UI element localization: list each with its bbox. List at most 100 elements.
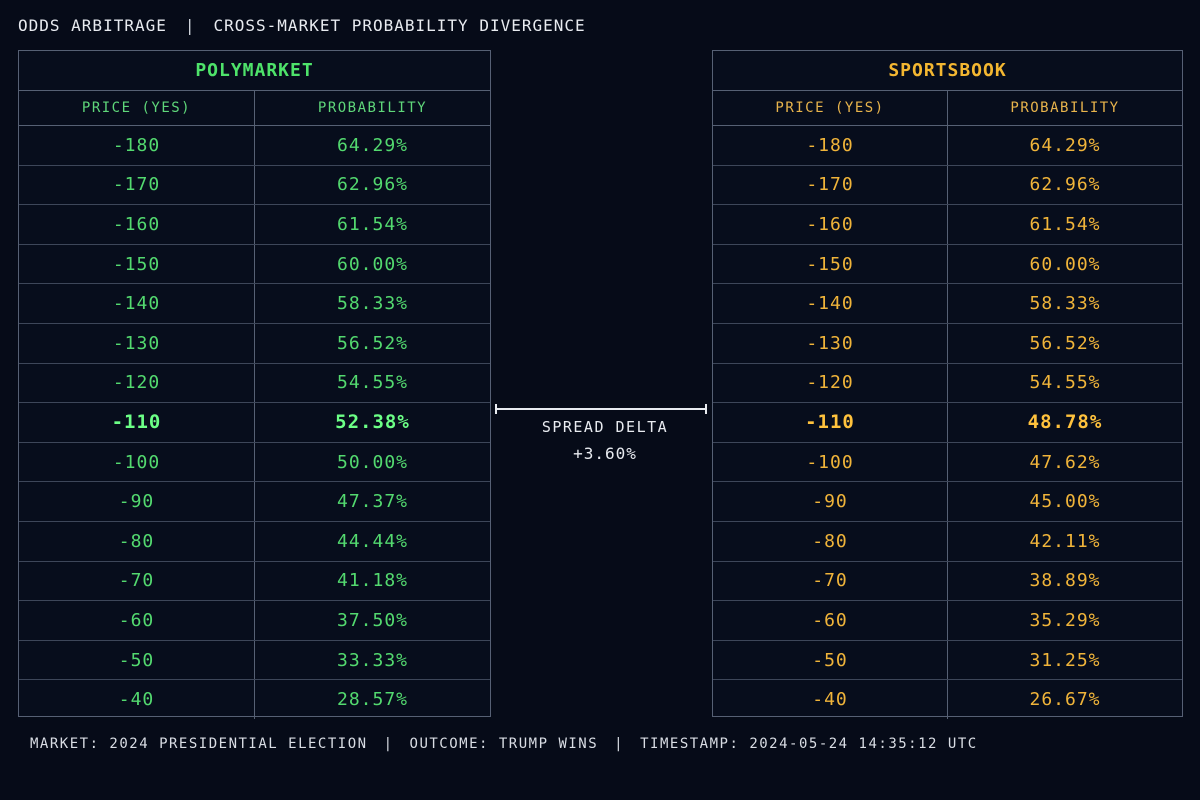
table-row: -110 48.78% <box>713 403 1182 443</box>
probability-cell: 56.52% <box>1029 332 1101 354</box>
footer-separator: | <box>614 736 625 752</box>
table-row: -150 60.00% <box>19 244 490 285</box>
table-row: -50 31.25% <box>713 640 1182 681</box>
polymarket-rows: -180 64.29% -170 62.96% -160 61.54% -150 60.00%… <box>19 126 490 719</box>
timestamp-info: TIMESTAMP: 2024-05-24 14:35:12 UTC <box>640 736 978 752</box>
table-row: -120 54.55% <box>19 363 490 404</box>
table-row: -70 38.89% <box>713 561 1182 602</box>
price-cell: -150 <box>713 244 948 284</box>
probability-cell: 50.00% <box>336 451 409 473</box>
table-row: -170 62.96% <box>713 165 1182 206</box>
price-cell: -150 <box>19 244 255 284</box>
probability-cell: 62.96% <box>1029 174 1101 196</box>
probability-column-header: PROBABILITY <box>317 100 428 116</box>
table-row: -140 58.33% <box>713 284 1182 324</box>
price-cell: -180 <box>713 126 948 165</box>
probability-cell: 61.54% <box>1029 213 1101 235</box>
table-row: -90 45.00% <box>713 482 1182 522</box>
sportsbook-panel: SPORTSBOOK PRICE (YES) PROBABILITY -180 6… <box>712 50 1183 719</box>
price-cell: -60 <box>713 601 948 640</box>
probability-cell: 47.37% <box>336 491 409 513</box>
probability-cell: 41.18% <box>336 570 409 592</box>
table-row: -160 61.54% <box>713 205 1182 245</box>
price-cell: -170 <box>713 165 948 205</box>
table-row: -170 62.96% <box>19 165 490 206</box>
probability-cell: 58.33% <box>336 293 409 315</box>
probability-cell: 35.29% <box>1029 609 1101 631</box>
price-cell: -170 <box>19 165 255 205</box>
market-info: MARKET: 2024 PRESIDENTIAL ELECTION <box>30 736 368 752</box>
price-cell: -130 <box>713 323 948 363</box>
price-cell: -110 <box>19 403 255 442</box>
price-cell: -120 <box>713 363 948 403</box>
price-cell: -140 <box>19 284 255 323</box>
table-row: -110 52.38% <box>19 403 490 443</box>
probability-cell: 61.54% <box>336 213 409 235</box>
probability-cell: 42.11% <box>1029 530 1101 552</box>
price-cell: -160 <box>713 205 948 244</box>
sportsbook-title: SPORTSBOOK <box>713 51 1182 91</box>
price-cell: -40 <box>713 680 948 719</box>
price-column-header: PRICE (YES) <box>19 91 255 125</box>
probability-cell: 47.62% <box>1029 451 1101 473</box>
price-cell: -90 <box>713 482 948 521</box>
price-cell: -90 <box>19 482 255 521</box>
page-title: ODDS ARBITRAGE <box>18 15 167 35</box>
price-cell: -160 <box>19 205 255 244</box>
table-row: -120 54.55% <box>713 363 1182 404</box>
price-column-header: PRICE (YES) <box>713 91 948 125</box>
sportsbook-rows: -180 64.29% -170 62.96% -160 61.54% -150 60.00%… <box>713 126 1182 719</box>
probability-cell: 60.00% <box>336 253 409 275</box>
probability-cell: 28.57% <box>336 689 409 711</box>
table-row: -80 42.11% <box>713 521 1182 562</box>
table-row: -130 56.52% <box>713 323 1182 364</box>
probability-cell: 44.44% <box>336 530 409 552</box>
probability-cell: 31.25% <box>1029 649 1101 671</box>
probability-cell: 48.78% <box>1027 411 1103 434</box>
price-cell: -100 <box>19 442 255 482</box>
price-cell: -40 <box>19 680 255 719</box>
probability-cell: 38.89% <box>1029 570 1101 592</box>
price-cell: -70 <box>19 561 255 601</box>
table-row: -90 47.37% <box>19 482 490 522</box>
price-cell: -80 <box>19 521 255 561</box>
table-row: -130 56.52% <box>19 323 490 364</box>
probability-cell: 54.55% <box>1029 372 1101 394</box>
price-cell: -70 <box>713 561 948 601</box>
page-header: ODDS ARBITRAGE | CROSS-MARKET PROBABILIT… <box>18 12 586 38</box>
table-row: -60 37.50% <box>19 601 490 641</box>
table-row: -40 26.67% <box>713 680 1182 719</box>
price-cell: -180 <box>19 126 255 165</box>
table-row: -140 58.33% <box>19 284 490 324</box>
probability-cell: 33.33% <box>336 649 409 671</box>
table-row: -80 44.44% <box>19 521 490 562</box>
price-cell: -140 <box>713 284 948 323</box>
price-cell: -50 <box>713 640 948 680</box>
probability-cell: 54.55% <box>336 372 409 394</box>
footer-info: MARKET: 2024 PRESIDENTIAL ELECTION | OUT… <box>30 734 978 754</box>
table-row: -70 41.18% <box>19 561 490 602</box>
probability-cell: 52.38% <box>335 411 410 434</box>
probability-cell: 26.67% <box>1029 689 1101 711</box>
table-row: -60 35.29% <box>713 601 1182 641</box>
probability-cell: 37.50% <box>336 609 409 631</box>
probability-cell: 45.00% <box>1029 491 1101 513</box>
polymarket-title: POLYMARKET <box>19 51 490 91</box>
price-cell: -120 <box>19 363 255 403</box>
price-cell: -130 <box>19 323 255 363</box>
probability-cell: 62.96% <box>336 174 409 196</box>
probability-cell: 56.52% <box>336 332 409 354</box>
spread-bracket <box>495 404 707 414</box>
table-row: -100 50.00% <box>19 442 490 483</box>
price-cell: -80 <box>713 521 948 561</box>
table-row: -180 64.29% <box>713 126 1182 166</box>
price-cell: -50 <box>19 640 255 680</box>
price-cell: -60 <box>19 601 255 640</box>
probability-cell: 60.00% <box>1029 253 1101 275</box>
sportsbook-column-headers: PRICE (YES) PROBABILITY <box>713 91 1182 126</box>
header-separator: | <box>184 15 196 35</box>
polymarket-column-headers: PRICE (YES) PROBABILITY <box>19 91 490 126</box>
table-row: -150 60.00% <box>713 244 1182 285</box>
spread-delta-value: +3.60% <box>573 444 637 463</box>
footer-separator: | <box>383 736 394 752</box>
